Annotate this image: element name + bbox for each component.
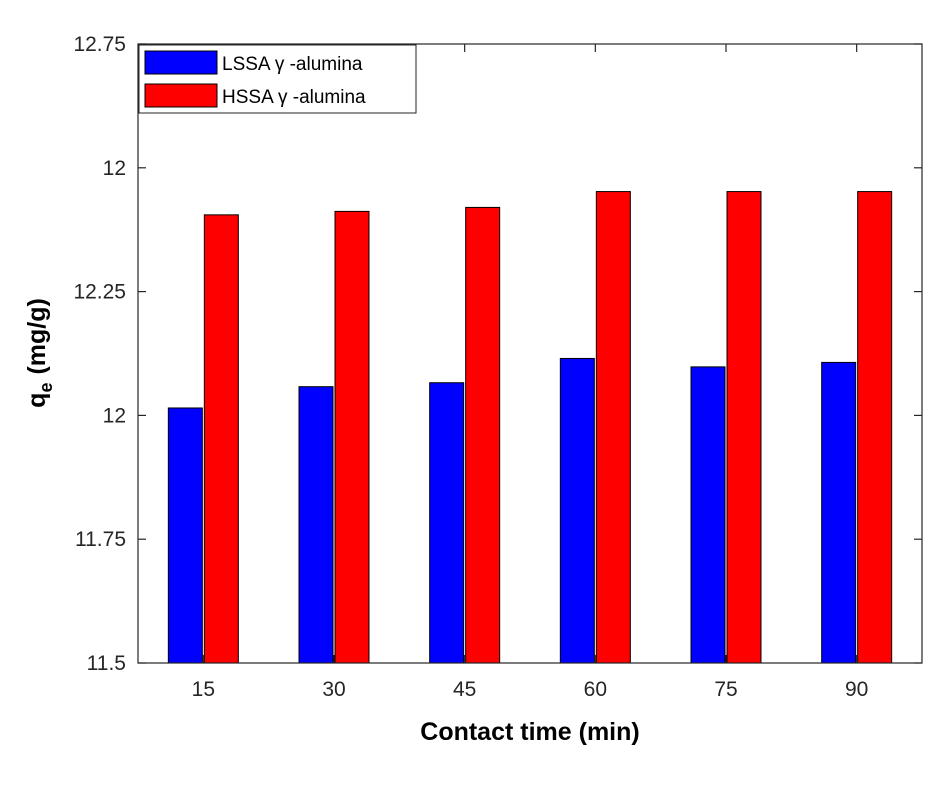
y-tick-label-4: 12 (103, 157, 126, 180)
y-tick-label-0: 11.5 (87, 652, 126, 675)
legend: LSSA γ -alumina HSSA γ -alumina (138, 44, 417, 114)
bar-s0-c75 (690, 366, 726, 664)
bar-s1-c90 (857, 191, 893, 664)
bars-group (167, 191, 893, 664)
bar-s0-c30 (298, 386, 334, 664)
ticks-group (138, 43, 922, 664)
x-tick-label-30: 30 (322, 678, 345, 701)
y-axis-title-subscript: e (36, 383, 56, 393)
plot-frame (137, 43, 923, 664)
plot-background (138, 44, 922, 663)
y-tick-labels: 11.5 11.75 12 12.25 12 12.75 (73, 33, 126, 675)
y-tick-label-1: 11.75 (75, 528, 126, 551)
y-axis-title: qe (mg/g) (23, 298, 56, 408)
bar-s1-c30 (334, 210, 370, 664)
x-tick-label-15: 15 (192, 678, 215, 701)
x-axis-title: Contact time (min) (420, 718, 639, 746)
legend-label-lssa: LSSA γ -alumina (222, 54, 363, 75)
y-axis-title-main: q (23, 393, 51, 408)
x-tick-label-75: 75 (714, 678, 737, 701)
bar-s0-c15 (167, 407, 203, 664)
bar-s0-c90 (821, 361, 857, 664)
legend-swatch-hssa (144, 83, 218, 108)
bar-s0-c60 (559, 357, 595, 664)
y-tick-label-5: 12.75 (73, 33, 126, 56)
bar-s1-c45 (465, 206, 501, 664)
legend-swatch-lssa (144, 50, 218, 75)
y-axis-title-unit: (mg/g) (23, 298, 51, 374)
bar-s1-c60 (595, 191, 631, 664)
x-tick-label-90: 90 (845, 678, 868, 701)
legend-label-hssa: HSSA γ -alumina (222, 87, 366, 108)
bar-s1-c75 (726, 191, 762, 664)
x-tick-labels: 15 30 45 60 75 90 (192, 678, 869, 701)
y-tick-label-2: 12 (103, 404, 126, 427)
x-tick-label-60: 60 (584, 678, 607, 701)
y-tick-label-3: 12.25 (73, 281, 126, 304)
bar-s0-c45 (429, 382, 465, 664)
x-tick-label-45: 45 (453, 678, 476, 701)
bar-s1-c15 (203, 214, 239, 664)
